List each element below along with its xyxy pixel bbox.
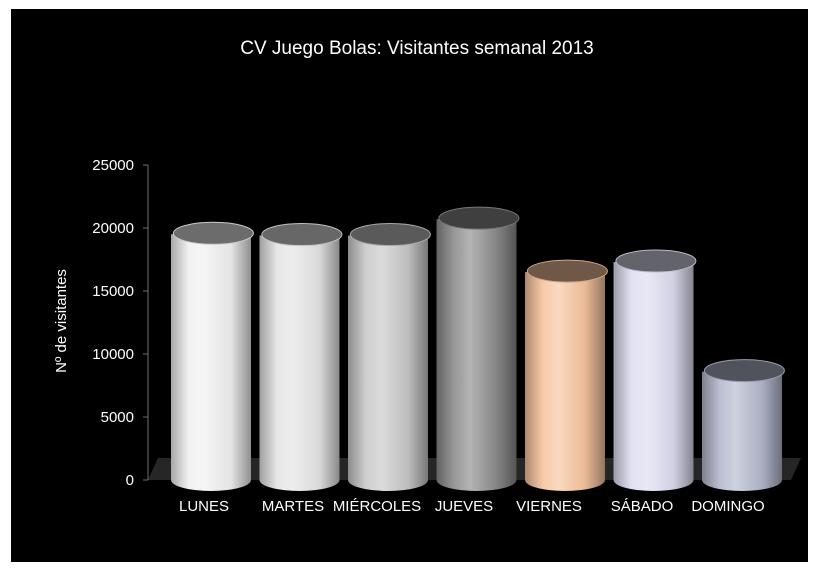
bar-martes <box>259 223 343 492</box>
y-tick-label: 10000 <box>92 346 134 363</box>
chart-title: CV Juego Bolas: Visitantes semanal 2013 <box>240 38 593 59</box>
x-category-label: LUNES <box>179 498 229 515</box>
cylinder-body <box>171 234 251 492</box>
cylinder-body <box>348 235 428 491</box>
x-category-label: MARTES <box>262 498 324 515</box>
cylinder-top <box>615 249 697 273</box>
cylinder-body <box>525 272 605 491</box>
x-category-label: DOMINGO <box>691 498 764 515</box>
chart-area: CV Juego Bolas: Visitantes semanal 2013 … <box>11 9 808 562</box>
y-tick-label: 20000 <box>92 220 134 237</box>
y-tick-label: 25000 <box>92 157 134 174</box>
cylinder-top <box>438 206 520 230</box>
cylinder-body <box>702 371 782 491</box>
bar-viernes <box>525 259 608 491</box>
cylinder-body <box>436 219 517 492</box>
y-tick-label: 5000 <box>101 409 134 426</box>
cylinder-body <box>259 235 340 492</box>
cylinder-top <box>261 223 343 247</box>
bar-sábado <box>613 249 697 492</box>
bar-jueves <box>436 206 520 492</box>
cylinder-top <box>349 223 431 247</box>
x-category-label: JUEVES <box>435 498 493 515</box>
y-tick-label: 0 <box>126 472 134 489</box>
cylinder-body <box>613 262 694 492</box>
x-category-label: VIERNES <box>516 498 582 515</box>
bar-lunes <box>171 221 254 492</box>
cylinder-top <box>703 359 785 383</box>
bars <box>171 206 785 492</box>
bar-chart: CV Juego Bolas: Visitantes semanal 2013 … <box>53 38 801 515</box>
x-category-label: SÁBADO <box>611 498 674 515</box>
cylinder-top <box>172 221 254 245</box>
bar-miércoles <box>348 223 431 491</box>
x-axis-labels: LUNES MARTES MIÉRCOLES JUEVES VIERNES SÁBADO D… <box>179 498 765 515</box>
bar-domingo <box>702 359 785 491</box>
y-tick-label: 15000 <box>92 283 134 300</box>
y-axis: 0 5000 10000 15000 20000 25000 <box>92 157 149 489</box>
cylinder-top <box>526 259 608 283</box>
x-category-label: MIÉRCOLES <box>333 498 421 515</box>
y-axis-title: Nº de visitantes <box>53 269 70 373</box>
